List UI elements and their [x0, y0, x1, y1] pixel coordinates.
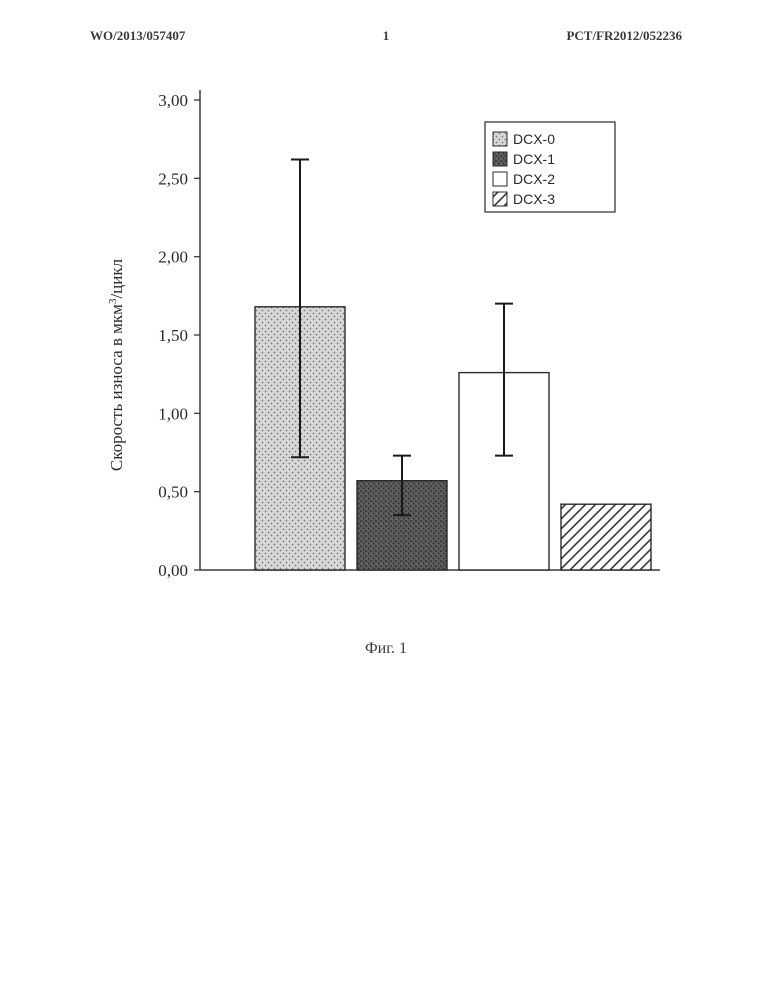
legend-swatch: [493, 192, 507, 206]
legend-label: DCX-2: [513, 171, 555, 187]
ytick-label: 0,50: [158, 483, 188, 502]
bar-dcx-3: [561, 504, 651, 570]
wear-rate-chart: 0,00 0,50 1,00 1,50 2,00 2,50 3,00 DCX-0 DCX-1 D…: [90, 60, 682, 620]
ytick-label: 1,00: [158, 404, 188, 423]
legend-label: DCX-0: [513, 131, 555, 147]
ytick-label: 0,00: [158, 561, 188, 580]
ytick-label: 3,00: [158, 91, 188, 110]
legend-swatch: [493, 172, 507, 186]
figure-caption: Фиг. 1: [0, 640, 772, 658]
y-axis-label: Скорость износа в мкм3/цикл: [107, 258, 126, 471]
doc-id-right: PCT/FR2012/052236: [566, 28, 682, 44]
chart-svg: 0,00 0,50 1,00 1,50 2,00 2,50 3,00 DCX-0 DCX-1 D…: [90, 60, 682, 620]
ytick-label: 2,00: [158, 248, 188, 267]
ytick-label: 1,50: [158, 326, 188, 345]
ytick-label: 2,50: [158, 169, 188, 188]
doc-id-left: WO/2013/057407: [90, 28, 185, 44]
legend-label: DCX-3: [513, 191, 555, 207]
page-number: 1: [383, 28, 390, 44]
legend-label: DCX-1: [513, 151, 555, 167]
legend-swatch: [493, 152, 507, 166]
legend-swatch: [493, 132, 507, 146]
